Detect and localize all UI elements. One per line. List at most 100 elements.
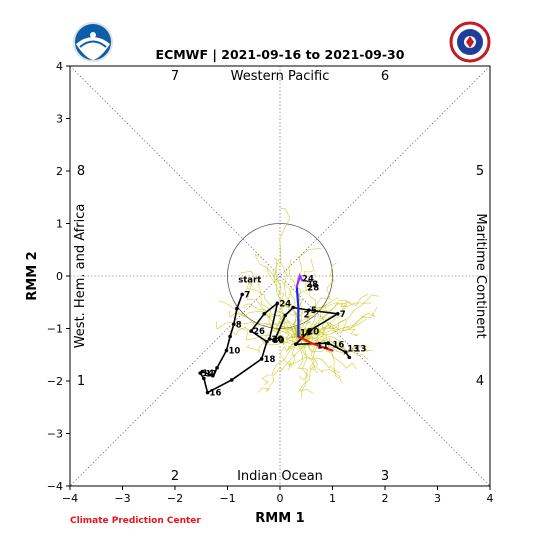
ensemble-member-line xyxy=(298,312,376,337)
ensemble-member-line xyxy=(297,336,343,384)
observed-point xyxy=(198,371,202,375)
day-label: 19 xyxy=(300,329,312,339)
observed-point xyxy=(267,337,272,341)
noaa-logo-icon xyxy=(73,22,113,62)
day-label: 11 xyxy=(317,341,329,351)
ensemble-member-line xyxy=(233,322,301,346)
observed-point xyxy=(307,308,311,312)
x-axis-label: RMM 1 xyxy=(255,511,304,526)
observed-point xyxy=(307,329,311,333)
ensemble-member-line xyxy=(243,303,299,337)
nws-logo-icon xyxy=(449,21,491,63)
day-label: 8 xyxy=(236,320,242,330)
day-label: 17 xyxy=(205,370,217,380)
ensemble-member-line xyxy=(261,336,307,386)
ensemble-member-line xyxy=(298,331,369,356)
phase-8: 8 xyxy=(77,164,85,179)
phase-2: 2 xyxy=(171,469,179,484)
observed-point xyxy=(202,376,206,381)
ensemble-member-line xyxy=(298,336,316,394)
observed-point xyxy=(232,322,236,327)
y-tick-label: 3 xyxy=(56,113,63,126)
y-tick-label: −2 xyxy=(47,375,63,388)
phase-numbers: 1 2 3 4 5 6 7 8 xyxy=(77,69,484,484)
y-tick-label: −3 xyxy=(47,428,63,441)
y-tick-label: 1 xyxy=(56,218,63,231)
region-bottom: Indian Ocean xyxy=(237,469,323,484)
phase-6: 6 xyxy=(381,69,389,84)
ensemble-member-line xyxy=(296,262,337,338)
observed-point xyxy=(291,305,295,310)
observed-point xyxy=(275,301,280,306)
diagonal-guide-1 xyxy=(69,65,491,487)
x-tick-label: 2 xyxy=(382,492,389,505)
y-tick-label: 4 xyxy=(56,60,63,73)
forecast-red-segment xyxy=(297,335,334,352)
day-label: 20 xyxy=(307,328,319,338)
ensemble-member-line xyxy=(279,207,299,337)
day-label: 28 xyxy=(306,280,318,290)
x-axis-ticks: −4 −3 −2 −1 0 1 2 3 4 xyxy=(62,486,494,505)
day-label: 5 xyxy=(311,306,317,316)
y-tick-label: −1 xyxy=(47,323,63,336)
day-label: 2 xyxy=(304,310,310,320)
guide-lines xyxy=(69,65,491,487)
forecast-purple-segment xyxy=(295,273,304,288)
x-tick-label: 0 xyxy=(277,492,284,505)
ensemble-member-line xyxy=(293,248,322,337)
ensemble-member-line xyxy=(219,300,299,339)
day-label: 16 xyxy=(210,389,222,399)
observed-point xyxy=(259,357,264,361)
observed-point xyxy=(240,292,244,297)
y-tick-label: 0 xyxy=(56,270,63,283)
y-axis-label: RMM 2 xyxy=(25,251,40,300)
forecast-blue-segment xyxy=(295,285,300,338)
day-label: 10 xyxy=(228,347,240,357)
observed-track xyxy=(198,292,352,395)
day-label: 13 xyxy=(355,344,367,354)
x-tick-label: 3 xyxy=(434,492,441,505)
region-labels: Western Pacific Indian Ocean West. Hem. … xyxy=(73,69,488,484)
observed-point xyxy=(283,313,288,318)
phase-7: 7 xyxy=(171,69,179,84)
day-label: 28 xyxy=(307,284,319,294)
observed-point xyxy=(343,350,348,354)
observed-point xyxy=(335,312,340,316)
ensemble-member-line xyxy=(293,258,315,337)
observed-point xyxy=(265,339,269,344)
ensemble-member-line xyxy=(298,318,367,341)
day-label: 13 xyxy=(347,344,359,354)
ensemble-member-line xyxy=(273,258,301,337)
ensemble-member-line xyxy=(228,326,299,345)
forecast-mean xyxy=(295,273,334,352)
phase-4: 4 xyxy=(476,374,484,389)
day-label: 24 xyxy=(302,275,314,285)
x-tick-label: −1 xyxy=(219,492,235,505)
ensemble-member-line xyxy=(298,334,342,377)
day-label: 30 xyxy=(272,335,284,345)
observed-point xyxy=(272,338,277,342)
day-label: 7 xyxy=(244,290,250,300)
observed-point xyxy=(229,378,234,382)
ensemble-member-line xyxy=(246,278,299,337)
ensemble-member-line xyxy=(298,328,369,360)
ensemble-member-line xyxy=(298,294,380,342)
phase-5: 5 xyxy=(476,164,484,179)
ensemble-member-line xyxy=(295,336,308,398)
day-label: 30 xyxy=(273,336,285,346)
x-tick-label: −4 xyxy=(62,492,78,505)
y-axis-ticks: −4 −3 −2 −1 0 1 2 3 4 xyxy=(47,60,70,493)
observed-point xyxy=(224,348,229,353)
phase-3: 3 xyxy=(381,469,389,484)
day-label: 24 xyxy=(279,299,291,309)
observed-path xyxy=(199,294,350,394)
day-label: 26 xyxy=(253,327,265,337)
day-label: 14 xyxy=(202,369,214,379)
observed-point xyxy=(235,306,239,311)
observed-point xyxy=(249,329,253,333)
day-label: 7 xyxy=(340,310,346,320)
observed-point xyxy=(347,355,352,360)
